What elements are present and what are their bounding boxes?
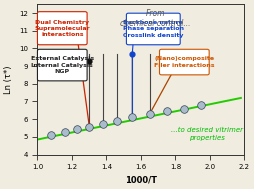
Point xyxy=(101,122,105,125)
Point xyxy=(63,131,67,134)
Point xyxy=(148,113,152,116)
FancyBboxPatch shape xyxy=(37,49,87,81)
Point xyxy=(199,104,203,107)
Y-axis label: Ln (τ*): Ln (τ*) xyxy=(4,65,13,94)
FancyBboxPatch shape xyxy=(126,13,180,45)
Point xyxy=(75,128,79,131)
Point xyxy=(115,119,119,122)
X-axis label: 1000/T: 1000/T xyxy=(125,176,157,185)
Text: From
chemical control...: From chemical control... xyxy=(120,9,190,28)
Point xyxy=(130,52,134,55)
Text: ...to desired vitrimer
properties: ...to desired vitrimer properties xyxy=(171,128,243,141)
FancyBboxPatch shape xyxy=(37,12,87,45)
Text: External Catalysis
Internal Catalysis
NGP: External Catalysis Internal Catalysis NG… xyxy=(31,56,94,74)
Text: Dual Chemistry
Supramolecular
interactions: Dual Chemistry Supramolecular interactio… xyxy=(35,19,90,37)
Point xyxy=(130,116,134,119)
Point xyxy=(165,110,169,113)
Point xyxy=(49,134,53,137)
Text: Backbone nature
Phase separation
Crosslink density: Backbone nature Phase separation Crossli… xyxy=(123,20,184,38)
Point xyxy=(87,125,91,128)
Text: (Nano)composite
Filer interactions: (Nano)composite Filer interactions xyxy=(154,57,215,68)
Point xyxy=(182,107,186,110)
FancyBboxPatch shape xyxy=(160,49,209,75)
Point xyxy=(87,59,91,62)
